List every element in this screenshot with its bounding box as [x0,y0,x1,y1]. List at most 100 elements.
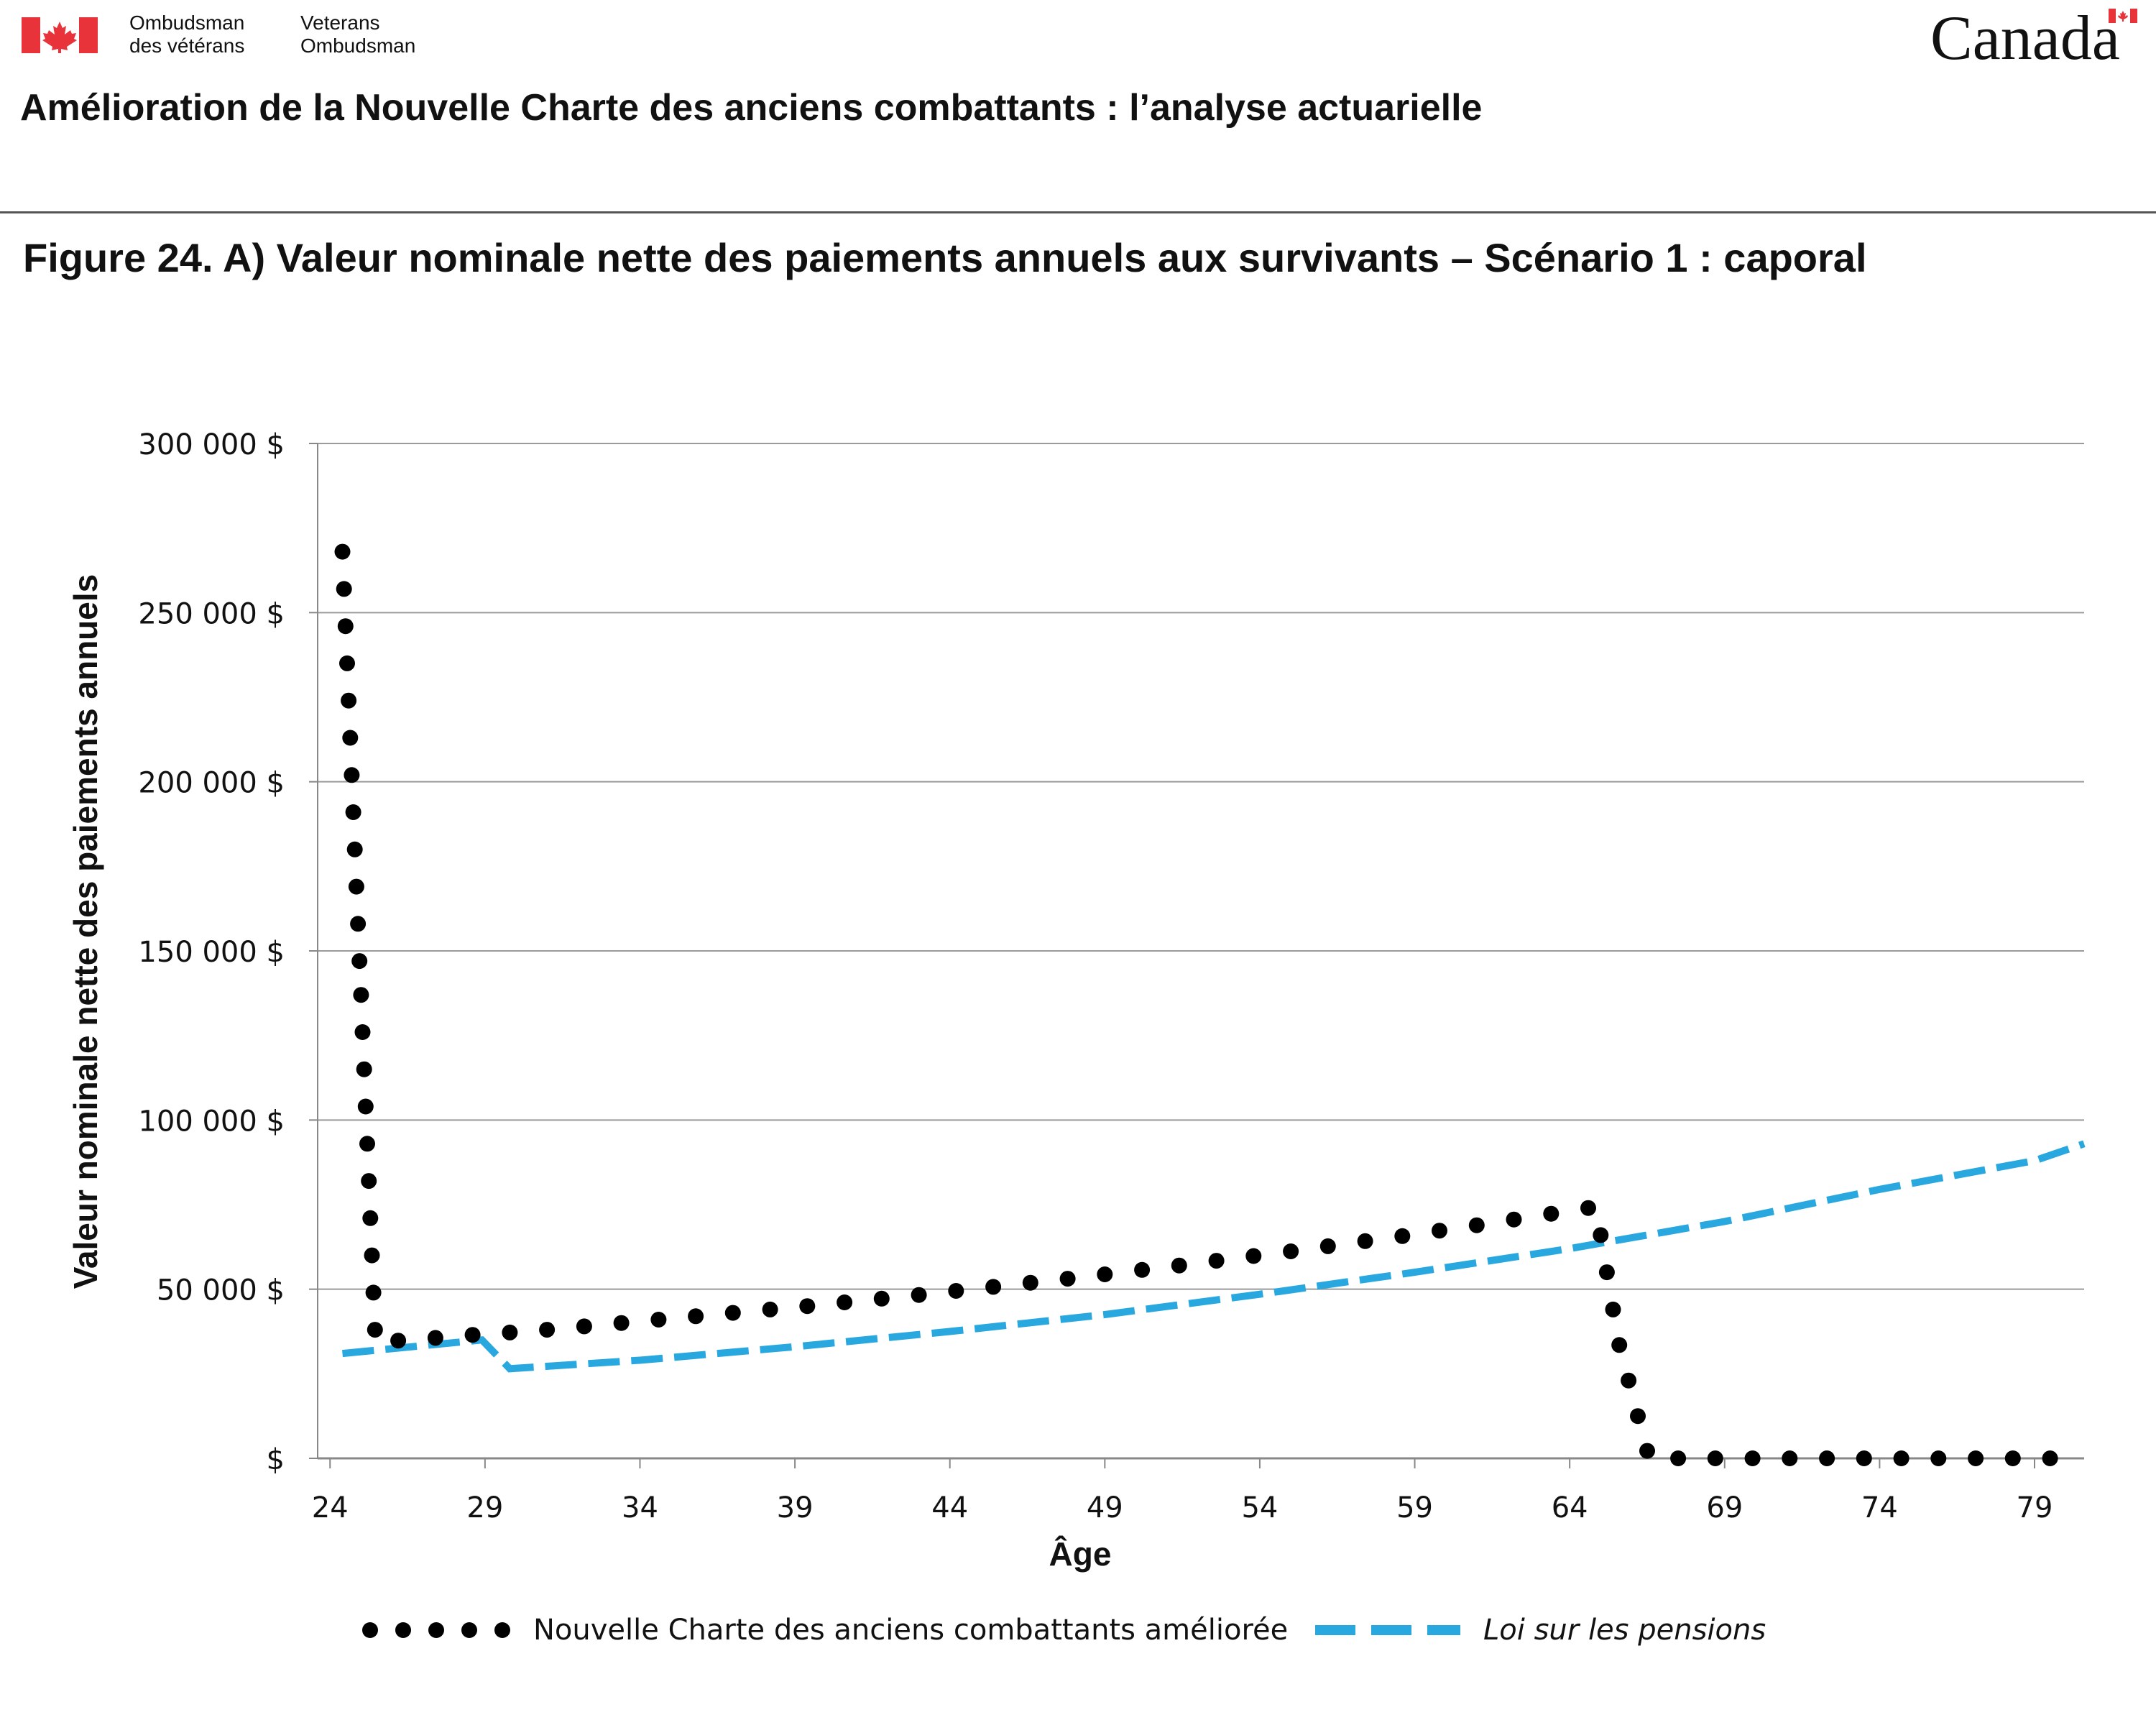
data-point-ncac [1357,1233,1373,1249]
data-point-ncac [356,1061,372,1077]
data-point-ncac [341,692,357,709]
data-point-ncac [837,1294,853,1310]
data-point-ncac [613,1315,630,1331]
data-point-ncac [348,878,364,895]
data-point-ncac [390,1333,407,1349]
data-point-ncac [345,804,361,820]
canada-flag-icon [22,17,98,53]
data-point-ncac [1394,1228,1411,1244]
data-point-ncac [1605,1301,1621,1317]
data-point-ncac [339,655,355,671]
data-point-ncac [911,1287,927,1303]
data-point-ncac [762,1301,778,1317]
canada-wordmark: Canada [1930,4,2120,73]
data-point-ncac [1319,1238,1336,1254]
data-point-ncac [1580,1200,1596,1216]
data-point-ncac [1171,1257,1187,1274]
x-tick-label: 74 [1861,1491,1898,1524]
x-tick-label: 79 [2017,1491,2053,1524]
data-point-ncac [342,730,359,746]
x-tick-label: 49 [1087,1491,1123,1524]
x-axis-label: Âge [1049,1535,1112,1573]
y-tick-label: 100 000 $ [138,1105,285,1138]
axes [309,443,2084,1468]
data-point-ncac [1598,1264,1615,1281]
y-tick-label: 200 000 $ [138,767,285,800]
data-point-ncac [334,543,351,560]
department-name-en-line2: Ombudsman [300,34,416,57]
x-tick-label: 44 [931,1491,968,1524]
legend-item-pensions: Loi sur les pensions [1312,1609,1766,1652]
data-point-ncac [353,987,369,1003]
data-point-ncac [1630,1408,1646,1425]
data-point-ncac [1543,1205,1560,1222]
data-point-ncac [427,1330,443,1346]
data-point-ncac [367,1322,383,1338]
data-point-ncac [357,1098,374,1115]
y-axis-label: Valeur nominale nette des paiements annu… [67,574,104,1289]
data-point-ncac [1707,1450,1723,1466]
data-point-ncac [1097,1266,1113,1282]
data-point-ncac [1245,1248,1262,1264]
data-point-ncac [576,1318,592,1335]
data-point-ncac [361,1173,377,1190]
legend-item-ncac: Nouvelle Charte des anciens combattants … [355,1609,1288,1652]
legend-swatch-dashes [1315,1625,1460,1635]
department-name-fr-line1: Ombudsman [129,12,245,34]
data-point-ncac [351,953,368,970]
data-point-ncac [362,1210,379,1226]
data-point-ncac [1930,1450,1947,1466]
data-point-ncac [985,1279,1002,1295]
data-point-ncac [1432,1223,1447,1239]
data-point-ncac [1744,1450,1761,1466]
x-tick-label: 59 [1396,1491,1433,1524]
data-point-ncac [337,618,354,635]
department-name-en: Veterans Ombudsman [300,12,415,58]
data-point-ncac [2042,1450,2058,1466]
data-point-ncac [502,1324,518,1340]
series-group [334,543,2086,1466]
department-name-fr-line2: des vétérans [129,34,245,57]
data-point-ncac [1059,1271,1076,1287]
data-point-ncac [1670,1450,1687,1466]
x-tick-label: 54 [1241,1491,1278,1524]
data-point-ncac [1639,1443,1655,1459]
data-point-ncac [1506,1211,1522,1228]
data-point-ncac [346,841,363,857]
data-point-ncac [1611,1337,1628,1353]
data-point-ncac [1819,1450,1835,1466]
data-point-ncac [1134,1261,1151,1278]
data-point-ncac [1208,1253,1225,1269]
legend-label-ncac: Nouvelle Charte des anciens combattants … [533,1614,1289,1647]
data-point-ncac [359,1136,375,1152]
data-point-ncac [364,1247,380,1264]
data-point-ncac [1621,1372,1637,1389]
data-point-ncac [1022,1274,1038,1291]
y-tick-label: 150 000 $ [138,936,285,969]
legend-label-pensions: Loi sur les pensions [1483,1614,1766,1647]
y-tick-label: 300 000 $ [138,428,285,461]
header-bar: Ombudsman des vétérans Veterans Ombudsma… [0,0,2156,73]
data-point-ncac [365,1284,382,1301]
data-point-ncac [650,1312,667,1328]
legend-swatch-dots [362,1622,510,1638]
y-tick-label: 250 000 $ [138,597,285,630]
data-point-ncac [1593,1227,1609,1243]
data-point-ncac [354,1024,371,1040]
data-point-ncac [1283,1243,1299,1259]
x-tick-label: 64 [1552,1491,1588,1524]
data-point-ncac [539,1322,556,1338]
data-point-ncac [464,1327,481,1343]
figure-title: Figure 24. A) Valeur nominale nette des … [23,235,1867,280]
x-tick-label: 69 [1706,1491,1743,1524]
y-tick-label: $ [267,1443,285,1476]
x-tick-label: 39 [777,1491,814,1524]
data-point-ncac [948,1283,964,1299]
gridlines [318,443,2084,1290]
document-title: Amélioration de la Nouvelle Charte des a… [20,87,1483,129]
series-line-loi-sur-les-pensions [342,1140,2086,1373]
flag-left-band [22,17,40,53]
data-point-ncac [344,767,360,783]
data-point-ncac [799,1298,816,1315]
